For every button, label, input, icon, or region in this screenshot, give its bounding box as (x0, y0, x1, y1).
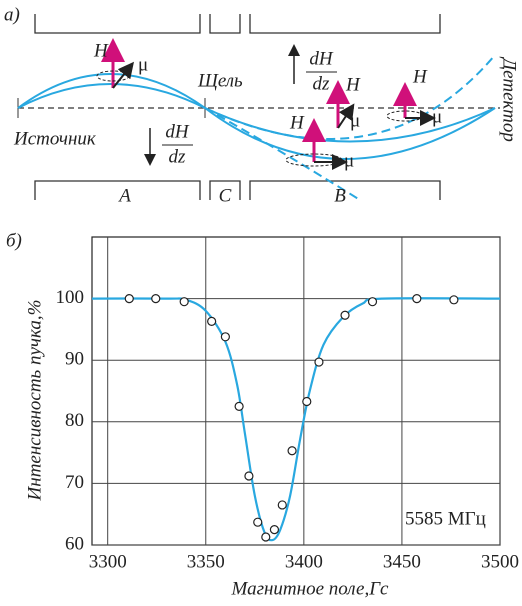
y-axis-label: Интенсивность пучка,% (24, 300, 45, 502)
magnet-label: A (117, 185, 131, 206)
slit-label: Щель (197, 70, 243, 91)
data-point (244, 471, 254, 481)
detector-label: Детектор (499, 56, 520, 142)
field-label: H (289, 112, 305, 133)
moment-label: μ (138, 54, 148, 75)
gradient-num: dH (165, 121, 190, 142)
x-tick-label: 3500 (481, 551, 519, 572)
x-tick-label: 3450 (383, 551, 421, 572)
data-point (179, 297, 189, 307)
field-label: H (93, 40, 109, 61)
moment-label: μ (350, 110, 360, 131)
data-point (253, 517, 263, 527)
diagram: а) Источник Щель Детектор A C B dH dz dH (4, 4, 520, 206)
data-point (449, 295, 459, 305)
y-tick-label: 90 (65, 349, 84, 370)
data-point (151, 294, 161, 304)
data-point (314, 357, 324, 367)
y-tick-label: 70 (65, 472, 84, 493)
source-label: Источник (13, 128, 97, 149)
y-tick-label: 100 (56, 287, 85, 308)
data-point (412, 294, 422, 304)
y-tick-label: 60 (65, 533, 84, 554)
field-label: H (412, 66, 428, 87)
data-point (287, 446, 297, 456)
data-point (340, 310, 350, 320)
x-tick-label: 3300 (89, 551, 127, 572)
gradient-den: dz (169, 146, 187, 167)
panel-label: б) (6, 230, 22, 251)
annotation: 5585 МГц (405, 508, 486, 529)
x-tick-label: 3400 (285, 551, 323, 572)
magnet-label: B (334, 185, 346, 206)
gradient-den: dz (313, 73, 331, 94)
data-point (124, 294, 134, 304)
fit-curve (91, 297, 501, 542)
x-tick-label: 3350 (187, 551, 225, 572)
plot-frame (91, 236, 501, 546)
y-tick-label: 80 (65, 410, 84, 431)
data-point (220, 332, 230, 342)
moment-label: μ (432, 106, 442, 127)
data-point (367, 297, 378, 307)
data-point (234, 401, 244, 411)
data-point (302, 396, 312, 407)
data-point (269, 524, 280, 535)
moment-label: μ (344, 150, 354, 171)
magnet-label: C (219, 185, 232, 206)
field-label: H (345, 74, 361, 95)
x-axis-label: Магнитное поле,Гс (231, 578, 390, 599)
data-point (261, 532, 271, 542)
data-point (277, 500, 287, 510)
gradient-num: dH (309, 48, 334, 69)
panel-label: а) (4, 4, 20, 25)
data-point (207, 316, 217, 326)
